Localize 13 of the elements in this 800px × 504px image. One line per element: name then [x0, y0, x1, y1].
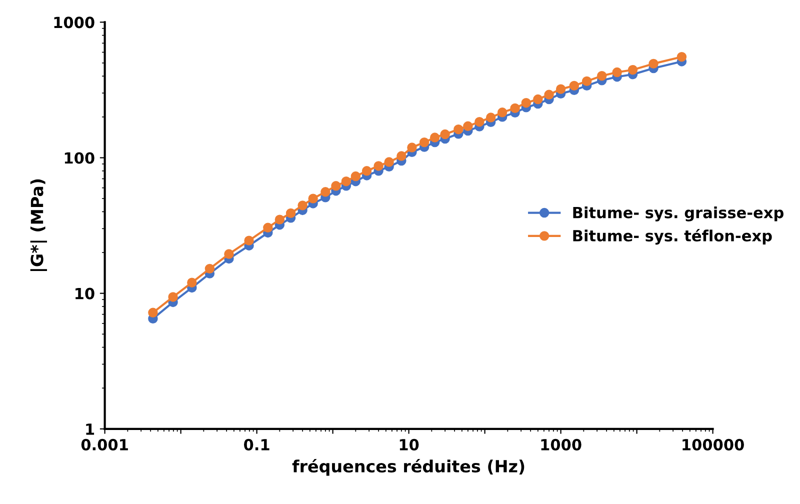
x-tick-label: 0.1	[244, 438, 270, 450]
x-tick-label: 10	[400, 438, 419, 450]
y-tick-label: 100	[64, 152, 94, 164]
x-tick-label: 0.001	[81, 438, 128, 450]
y-tick-label: 1000	[54, 16, 94, 28]
x-axis-title: fréquences réduites (Hz)	[292, 458, 524, 476]
x-tick-label: 100000	[682, 438, 744, 450]
y-axis-title: |G*| (MPa)	[30, 179, 47, 272]
y-tick-label: 1	[86, 424, 94, 435]
legend-label: Bitume- sys. téflon-exp	[573, 229, 772, 245]
y-tick-label: 10	[76, 288, 94, 300]
legend-label: Bitume- sys. graisse-exp	[573, 206, 784, 222]
x-tick-label: 1000	[541, 438, 582, 450]
